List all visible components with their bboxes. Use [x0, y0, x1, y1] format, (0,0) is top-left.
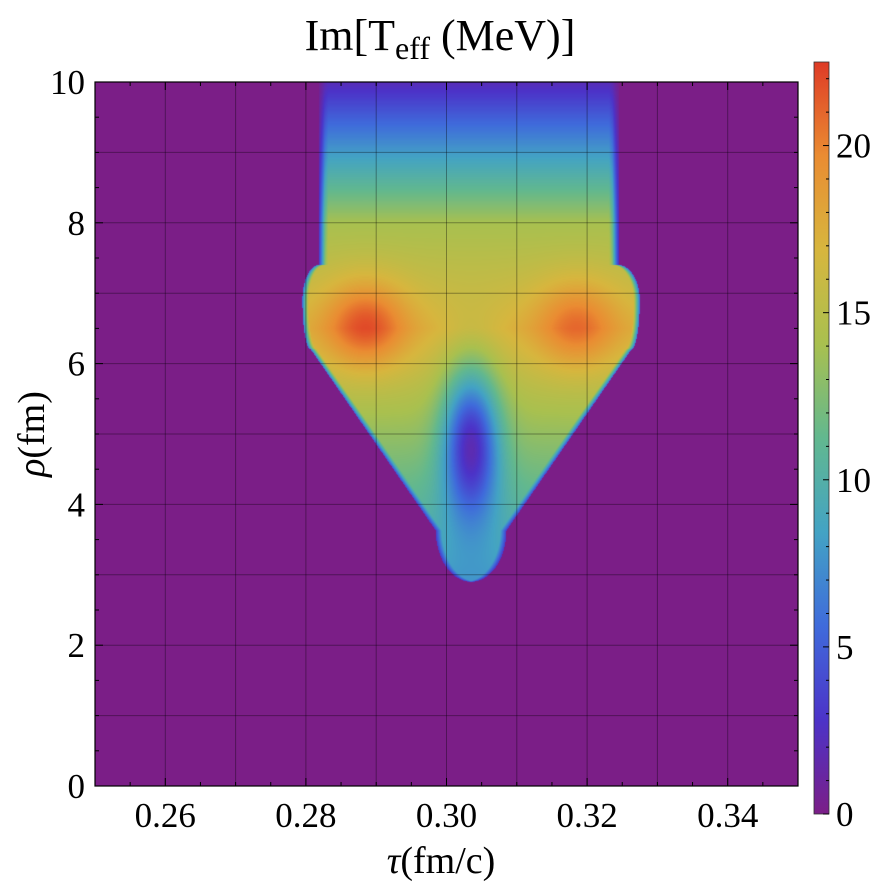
x-tick-label: 0.32 [556, 796, 617, 835]
x-axis-unit: (fm/c) [400, 840, 495, 882]
y-tick-label: 6 [68, 345, 86, 384]
y-axis-label: ρ(fm) [11, 391, 53, 478]
y-axis-symbol: ρ [11, 459, 53, 478]
chart-title-main: Im[T [305, 11, 396, 60]
colorbar-tick-label: 0 [836, 795, 854, 834]
chart-title: Im[Teff (MeV)] [305, 11, 576, 66]
x-tick-label: 0.30 [416, 796, 477, 835]
y-tick-label: 8 [68, 204, 86, 243]
colorbar-tick-labels: 0 5 10 15 20 [836, 127, 871, 834]
colorbar-tick-label: 10 [836, 461, 871, 500]
y-tick-labels: 0 2 4 6 8 10 [50, 63, 85, 806]
colorbar-ticks [823, 78, 829, 815]
y-tick-label: 10 [50, 63, 85, 102]
x-tick-label: 0.34 [697, 796, 758, 835]
x-tick-label: 0.28 [275, 796, 336, 835]
x-tick-labels: 0.26 0.28 0.30 0.32 0.34 [135, 796, 759, 835]
colorbar-tick-label: 5 [836, 628, 854, 667]
colorbar [813, 61, 830, 815]
heatmap-image [95, 82, 798, 786]
chart-title-subscript: eff [395, 30, 430, 66]
plot-frame [94, 81, 799, 787]
grid-lines [95, 82, 798, 786]
x-axis-label: τ(fm/c) [387, 840, 496, 882]
chart-title-suffix: (MeV)] [430, 11, 575, 60]
y-tick-label: 2 [68, 626, 86, 665]
y-tick-label: 0 [68, 767, 86, 806]
x-tick-label: 0.26 [135, 796, 196, 835]
y-axis-unit: (fm) [11, 391, 53, 459]
colorbar-tick-label: 20 [836, 127, 871, 166]
colorbar-tick-label: 15 [836, 294, 871, 333]
x-axis-symbol: τ [387, 840, 402, 882]
y-tick-label: 4 [68, 485, 86, 524]
